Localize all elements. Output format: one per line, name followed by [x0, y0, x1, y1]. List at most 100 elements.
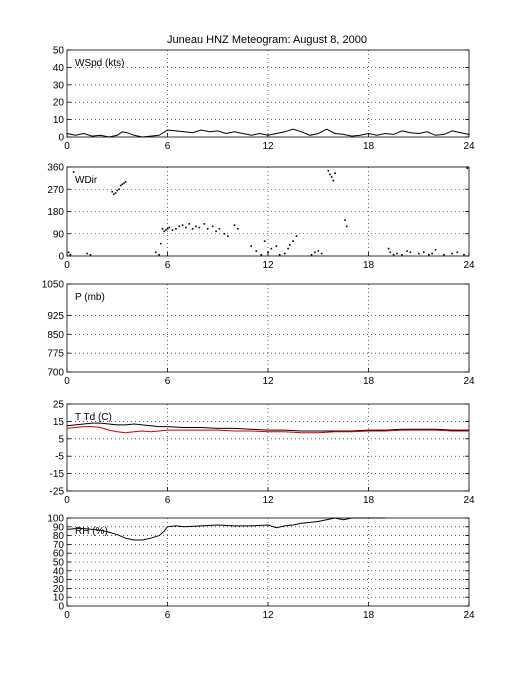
ytick-label: 5: [58, 434, 64, 445]
wdir-point: [185, 226, 187, 229]
ytick-label: 360: [47, 163, 64, 174]
wdir-point: [211, 225, 214, 228]
ytick-label: 0: [58, 252, 64, 263]
xtick-label: 0: [64, 141, 70, 152]
wdir-point: [72, 171, 75, 173]
xtick-label: 6: [165, 260, 171, 271]
wdir-point: [428, 253, 430, 256]
wdir-point: [334, 172, 336, 174]
xtick-label: 24: [463, 495, 475, 506]
wdir-point: [451, 252, 454, 255]
xtick-label: 0: [64, 376, 70, 387]
wdir-point: [113, 193, 115, 195]
wdir-point: [422, 251, 425, 254]
ytick-label: 50: [53, 46, 65, 57]
xtick-label: 12: [262, 260, 274, 271]
ytick-label: 10: [53, 115, 65, 126]
wdir-point: [67, 251, 70, 254]
rh-series-line-0: [66, 517, 386, 541]
wdir-point: [275, 245, 278, 247]
wdir-point: [111, 190, 114, 193]
wdir-point: [161, 228, 164, 230]
xtick-label: 12: [262, 495, 274, 506]
ytick-label: 925: [47, 311, 64, 322]
ytick-label: 40: [53, 63, 65, 74]
wdir-point: [345, 225, 348, 228]
wdir-point: [166, 228, 169, 230]
wdir-point: [310, 253, 313, 256]
ytick-label: 40: [53, 566, 65, 577]
ytick-label: 1050: [42, 280, 65, 291]
wdir-point: [278, 253, 281, 256]
ytick-label: -15: [50, 469, 65, 480]
temp-dewpoint-series-line-0: [66, 422, 469, 432]
ytick-label: 70: [53, 540, 65, 551]
ytick-label: 10: [53, 593, 65, 604]
wdir-point: [86, 252, 88, 255]
wdir-point: [158, 253, 160, 256]
ytick-label: 90: [53, 229, 65, 240]
wdir-point: [329, 173, 331, 176]
xtick-label: 24: [463, 610, 475, 621]
xtick-label: 24: [463, 260, 475, 271]
wdir-point: [431, 252, 433, 255]
panel-wspd: 0 10 20 30 40 50 0 6 12 18 24 WSpd (kts): [53, 46, 475, 153]
xtick-label: 6: [165, 141, 171, 152]
panel-label-wdir: WDir: [75, 175, 98, 186]
wdir-point: [237, 228, 239, 230]
wdir-point: [396, 252, 398, 255]
wdir-point: [188, 223, 191, 225]
wdir-point: [69, 253, 72, 256]
wdir-point: [443, 253, 445, 256]
wdir-point: [118, 188, 120, 191]
wdir-point: [288, 244, 291, 246]
ytick-label: 100: [47, 514, 64, 525]
wdir-point: [283, 252, 286, 255]
ytick-label: 0: [58, 602, 64, 613]
panel-label-wspd: WSpd (kts): [75, 58, 124, 69]
xtick-label: 24: [463, 376, 475, 387]
wspd-series-line-0: [66, 128, 470, 138]
ytick-label: 270: [47, 185, 64, 196]
ytick-label: -25: [50, 487, 65, 498]
wdir-point: [171, 229, 174, 231]
wdir-point: [295, 235, 298, 238]
ytick-label: 20: [53, 584, 65, 595]
wdir-point: [218, 228, 221, 230]
wdir-point: [392, 253, 395, 256]
wdir-point: [178, 225, 181, 228]
wdir-point: [116, 189, 119, 192]
panel-pressure: 700 775 850 925 1050 0 6 12 18 24 P (mb): [42, 280, 475, 388]
wdir-point: [250, 245, 253, 247]
wdir-point: [227, 235, 229, 238]
ytick-label: 30: [53, 80, 65, 91]
xtick-label: 6: [165, 495, 171, 506]
ytick-label: 90: [53, 522, 65, 533]
wdir-point: [160, 242, 162, 245]
wdir-point: [165, 229, 167, 231]
ytick-label: -5: [55, 452, 64, 463]
xtick-label: 24: [463, 141, 475, 152]
panel-frame-temp-dewpoint: [66, 403, 470, 492]
wdir-point: [255, 250, 258, 252]
xtick-label: 12: [262, 141, 274, 152]
wdir-point: [260, 253, 263, 256]
ytick-label: 20: [53, 98, 65, 109]
wdir-point: [154, 251, 157, 254]
wdir-point: [434, 249, 437, 251]
wdir-point: [263, 240, 266, 242]
wdir-point: [314, 251, 316, 254]
wdir-point: [267, 251, 269, 254]
wdir-point: [181, 224, 184, 226]
ytick-label: 30: [53, 575, 65, 586]
ytick-label: 775: [47, 349, 64, 360]
xtick-label: 18: [363, 141, 375, 152]
wdir-point: [114, 192, 117, 194]
xtick-label: 12: [262, 376, 274, 387]
wdir-point: [287, 247, 289, 250]
wdir-point: [406, 250, 408, 252]
wdir-point: [409, 251, 412, 254]
